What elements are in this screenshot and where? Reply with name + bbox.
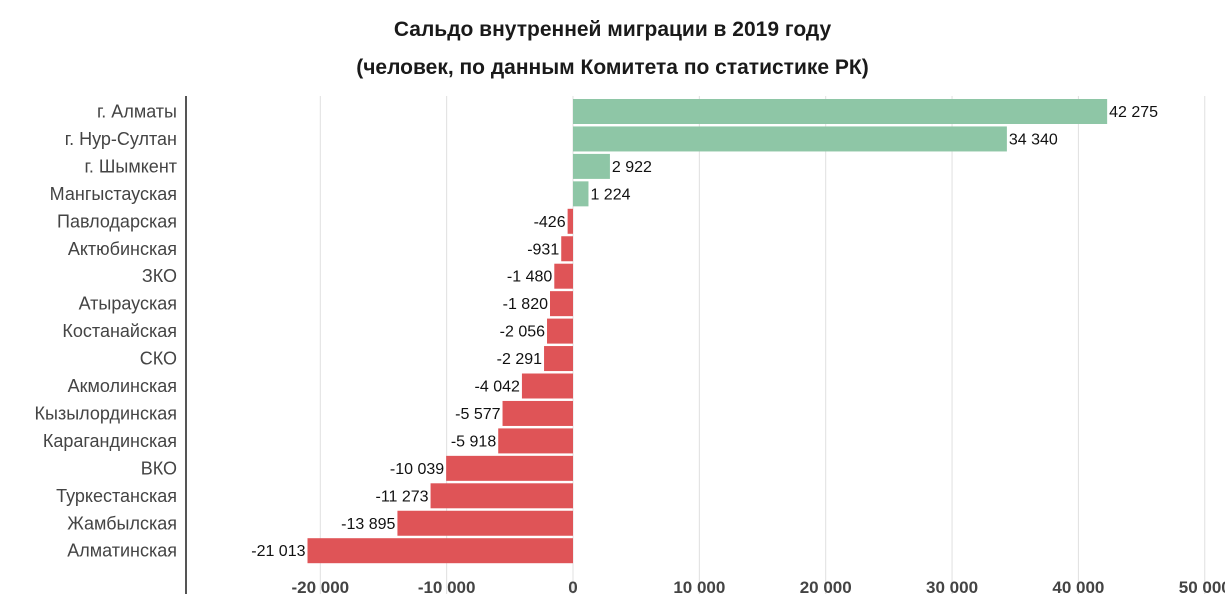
- x-tick-label: 0: [568, 578, 577, 597]
- value-label: -426: [534, 214, 566, 231]
- bar: [561, 236, 573, 262]
- bar: [547, 318, 573, 344]
- category-label: Мангыстауская: [50, 184, 177, 204]
- category-label: г. Шымкент: [85, 156, 177, 176]
- bar: [502, 400, 573, 426]
- x-tick-label: 10 000: [673, 578, 725, 597]
- value-label: -4 042: [475, 379, 520, 396]
- bar: [397, 510, 573, 536]
- category-label: Акмолинская: [68, 376, 177, 396]
- chart-subtitle: (человек, по данным Комитета по статисти…: [356, 56, 869, 79]
- value-label: -11 273: [375, 488, 428, 505]
- value-label: -1 480: [507, 269, 552, 286]
- bar: [573, 126, 1007, 152]
- category-label: ВКО: [141, 458, 177, 478]
- value-label: -5 918: [451, 433, 496, 450]
- bar: [544, 346, 573, 372]
- bar: [307, 538, 573, 564]
- category-label: г. Алматы: [97, 102, 177, 122]
- bars: [307, 99, 1108, 564]
- category-label: Костанайская: [62, 321, 177, 341]
- bar: [573, 99, 1108, 124]
- value-label: 34 340: [1009, 131, 1058, 148]
- value-label: -931: [527, 241, 559, 258]
- chart-title: Сальдо внутренней миграции в 2019 году: [393, 18, 832, 41]
- bar: [567, 208, 573, 234]
- value-label: -1 820: [503, 296, 548, 313]
- category-label: Карагандинская: [43, 431, 177, 451]
- bar: [498, 428, 573, 454]
- x-tick-label: -20 000: [291, 578, 349, 597]
- value-label: -5 577: [455, 406, 500, 423]
- grid: [185, 96, 1206, 594]
- bar: [446, 455, 573, 481]
- category-label: Жамбылская: [67, 513, 177, 533]
- x-tick-label: 20 000: [800, 578, 852, 597]
- category-label: Алматинская: [67, 541, 177, 561]
- category-label: Актюбинская: [68, 239, 177, 259]
- labels: -20 000 -10 000 0 10 000 20 000 30 000 40 000 5…: [35, 102, 1225, 598]
- value-label: 1 224: [590, 186, 630, 203]
- bar: [550, 291, 573, 317]
- bar: [573, 153, 610, 179]
- bar: [554, 263, 573, 289]
- value-label: -2 056: [500, 324, 545, 341]
- category-label: г. Нур-Султан: [65, 129, 177, 149]
- value-label: 42 275: [1109, 104, 1158, 121]
- category-label: Туркестанская: [56, 486, 177, 506]
- x-tick-label: 40 000: [1052, 578, 1104, 597]
- value-label: -10 039: [390, 461, 444, 478]
- bar: [573, 181, 589, 207]
- category-label: Кызылординская: [35, 403, 177, 423]
- category-label: ЗКО: [142, 266, 177, 286]
- category-label: СКО: [140, 349, 177, 369]
- x-tick-label: 50 000: [1179, 578, 1225, 597]
- category-label: Атырауская: [79, 294, 177, 314]
- x-tick-label: -10 000: [418, 578, 476, 597]
- x-tick-label: 30 000: [926, 578, 978, 597]
- bar: [430, 483, 573, 509]
- bar: [521, 373, 573, 399]
- value-label: -21 013: [251, 543, 305, 560]
- value-label: -13 895: [341, 516, 395, 533]
- category-label: Павлодарская: [57, 211, 177, 231]
- value-label: 2 922: [612, 159, 652, 176]
- value-label: -2 291: [497, 351, 542, 368]
